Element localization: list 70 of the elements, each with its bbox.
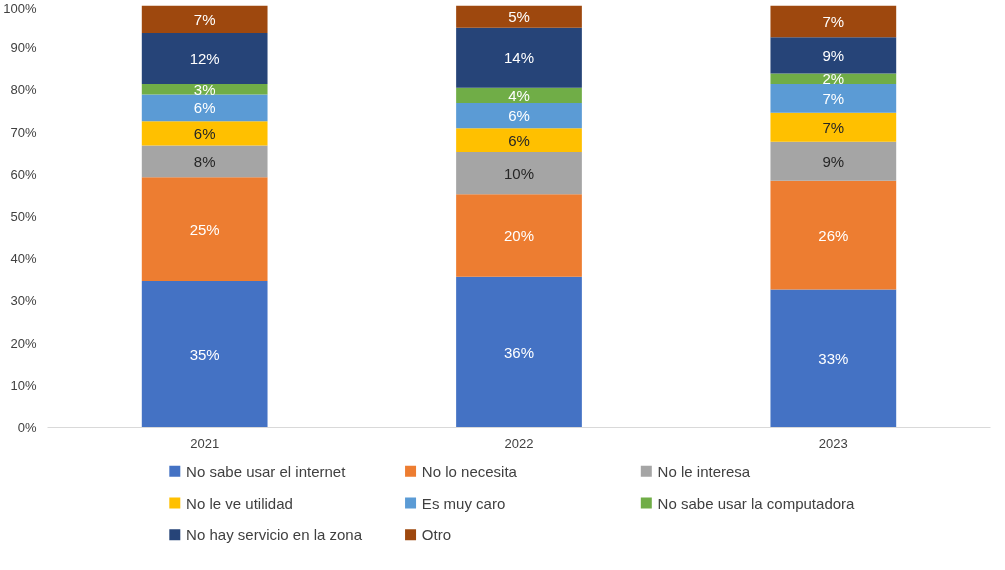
data-label: 4% (508, 86, 530, 104)
bar (770, 141, 897, 181)
y-tick-label: 60% (10, 166, 37, 182)
data-label: 9% (822, 152, 845, 170)
y-tick-label: 0% (17, 420, 37, 435)
bar (770, 289, 897, 428)
bar (456, 276, 582, 428)
bar (456, 128, 582, 152)
data-label: 5% (508, 8, 530, 26)
data-label: 36% (503, 343, 535, 361)
bar (456, 102, 582, 129)
bar (456, 27, 582, 88)
y-tick-label: 40% (10, 251, 37, 267)
data-label: 9% (822, 46, 845, 64)
legend-label: No le interesa (657, 462, 751, 480)
bar (770, 37, 897, 74)
bar (770, 5, 897, 38)
bar (456, 194, 582, 277)
data-label: 7% (822, 89, 845, 107)
data-label: 7% (193, 10, 216, 28)
bar (770, 73, 897, 84)
legend-label: No le ve utilidad (186, 494, 293, 512)
data-label: 10% (503, 164, 535, 182)
legend-label: No lo necesita (421, 462, 518, 480)
data-label: 6% (508, 107, 530, 125)
bar (141, 177, 268, 282)
x-tick-label: 2022 (504, 435, 534, 451)
data-label: 2% (822, 70, 845, 88)
data-label: 20% (503, 226, 535, 244)
legend-label: No sabe usar el internet (186, 462, 347, 480)
legend-label: No sabe usar la computadora (657, 494, 856, 512)
bar (141, 145, 268, 178)
bar (456, 87, 582, 103)
data-label: 8% (193, 152, 216, 170)
y-tick-label: 50% (10, 209, 37, 224)
legend-label: No hay servicio en la zona (186, 526, 363, 544)
y-tick-label: 90% (10, 40, 37, 56)
legend-label: Otro (421, 526, 452, 544)
data-label: 6% (508, 131, 530, 149)
bar (141, 32, 268, 84)
bar (456, 5, 582, 28)
bar (141, 94, 268, 122)
bar (456, 151, 582, 195)
data-label: 35% (189, 345, 220, 363)
data-label: 26% (818, 226, 849, 244)
data-label: 12% (189, 49, 220, 67)
data-label: 14% (503, 49, 535, 67)
y-tick-label: 70% (10, 124, 37, 140)
y-tick-label: 80% (10, 82, 37, 98)
bar (141, 83, 268, 95)
y-tick-label: 30% (10, 293, 37, 309)
bar (141, 121, 268, 146)
legend-label: Es muy caro (421, 494, 506, 512)
bar (141, 5, 268, 33)
x-tick-label: 2021 (190, 435, 220, 451)
data-label: 7% (822, 118, 845, 136)
y-tick-label: 10% (10, 377, 37, 393)
data-label: 6% (193, 124, 216, 142)
data-label: 3% (193, 80, 216, 98)
bar (770, 180, 897, 290)
bar (770, 83, 897, 113)
y-tick-label: 100% (3, 0, 37, 16)
bar (141, 281, 268, 428)
bar (770, 112, 897, 142)
x-tick-label: 2023 (818, 435, 848, 451)
data-label: 25% (189, 220, 220, 238)
data-label: 7% (822, 12, 845, 30)
y-tick-label: 20% (10, 335, 37, 351)
data-label: 33% (818, 350, 849, 367)
data-label: 6% (193, 99, 216, 117)
